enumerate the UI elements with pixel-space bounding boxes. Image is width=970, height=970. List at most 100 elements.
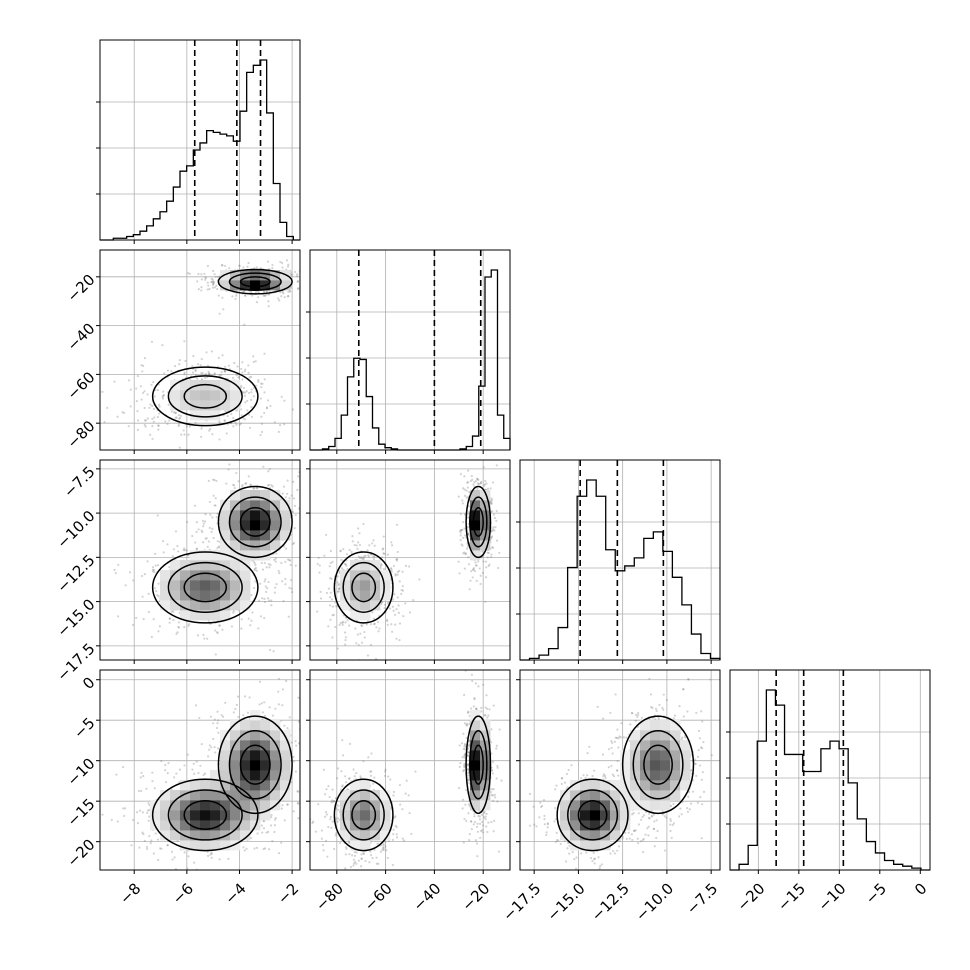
scatter-point (360, 624, 363, 627)
scatter-point (291, 408, 295, 411)
scatter-point (168, 419, 171, 422)
density-cell (260, 270, 271, 281)
scatter-point (284, 577, 287, 580)
scatter-point (296, 279, 299, 283)
scatter-point (154, 832, 157, 835)
scatter-point (495, 747, 498, 750)
scatter-point (263, 597, 266, 600)
scatter-point (489, 502, 493, 505)
scatter-point (207, 372, 211, 375)
scatter-point (214, 629, 217, 632)
density-cell (220, 800, 231, 811)
scatter-point (243, 849, 246, 852)
scatter-point (197, 272, 200, 276)
scatter-point (357, 541, 360, 544)
scatter-point (267, 399, 270, 402)
density-cell (190, 810, 201, 821)
density-cell (220, 610, 231, 621)
scatter-point (281, 492, 284, 495)
scatter-point (302, 283, 304, 285)
scatter-point (277, 297, 280, 300)
density-cell (260, 800, 271, 811)
scatter-point (223, 369, 226, 373)
scatter-point (162, 394, 165, 397)
scatter-point (143, 839, 147, 842)
scatter-point (286, 803, 289, 806)
density-cell (250, 710, 261, 721)
density-cell (200, 400, 211, 411)
scatter-point (207, 540, 211, 543)
y-tick-label: −17.5 (53, 640, 98, 685)
y-tick-label: −80 (63, 417, 98, 452)
scatter-point (178, 446, 181, 449)
scatter-point (195, 760, 198, 763)
scatter-point (161, 344, 164, 347)
density-cell (210, 790, 221, 801)
scatter-point (280, 807, 284, 810)
scatter-point (183, 547, 186, 550)
scatter-point (263, 616, 266, 620)
scatter-point (210, 856, 213, 859)
density-cell (230, 390, 241, 401)
density-cell (280, 530, 291, 541)
scatter-point (265, 436, 267, 438)
scatter-point (458, 572, 461, 575)
scatter-point (166, 422, 169, 426)
scatter-point (341, 620, 345, 624)
scatter-point (323, 554, 326, 557)
contour-line (167, 561, 243, 613)
scatter-point (177, 423, 181, 426)
scatter-point (331, 636, 334, 639)
scatter-point (490, 498, 494, 502)
scatter-point (148, 815, 151, 818)
scatter-point (242, 714, 245, 717)
scatter-point (261, 597, 264, 600)
density-cell (220, 770, 231, 781)
scatter-point (288, 497, 291, 500)
scatter-point (247, 364, 250, 367)
density-cell (480, 490, 491, 501)
scatter-point (139, 385, 142, 388)
density-cell (280, 770, 291, 781)
scatter-point (319, 597, 323, 600)
scatter-point (221, 715, 225, 718)
x-tick-label: −8 (116, 880, 144, 908)
scatter-point (157, 595, 160, 598)
scatter-point (140, 789, 143, 792)
panel-frame (99, 249, 301, 451)
scatter-point (294, 740, 297, 743)
scatter-point (328, 565, 331, 568)
scatter-point (320, 507, 322, 509)
scatter-point (208, 748, 211, 751)
scatter-point (474, 839, 477, 842)
density-cell (210, 380, 221, 391)
scatter-point (355, 642, 358, 645)
scatter-point (153, 416, 156, 419)
scatter-point (271, 266, 274, 270)
scatter-point (461, 502, 464, 505)
scatter-point (156, 415, 159, 419)
scatter-point (140, 574, 144, 578)
scatter-point (201, 541, 205, 544)
density-cell (280, 500, 291, 511)
scatter-point (317, 556, 320, 559)
scatter-point (329, 591, 332, 594)
scatter-point (257, 627, 260, 630)
scatter-point (259, 433, 262, 437)
scatter-point (314, 540, 316, 542)
scatter-point (305, 276, 307, 278)
x-tick-label: −20 (733, 880, 768, 915)
scatter-point (264, 847, 267, 850)
scatter-point (311, 821, 314, 824)
density-cell (220, 390, 231, 401)
scatter-point (187, 855, 190, 858)
scatter-point (269, 404, 272, 408)
scatter-point (283, 423, 286, 426)
scatter-point (263, 701, 266, 704)
scatter-point (142, 832, 145, 836)
density-cell (250, 280, 261, 291)
density-cell (270, 730, 281, 741)
density-cell (220, 840, 231, 851)
scatter-point (491, 535, 494, 538)
scatter-point (150, 404, 154, 408)
